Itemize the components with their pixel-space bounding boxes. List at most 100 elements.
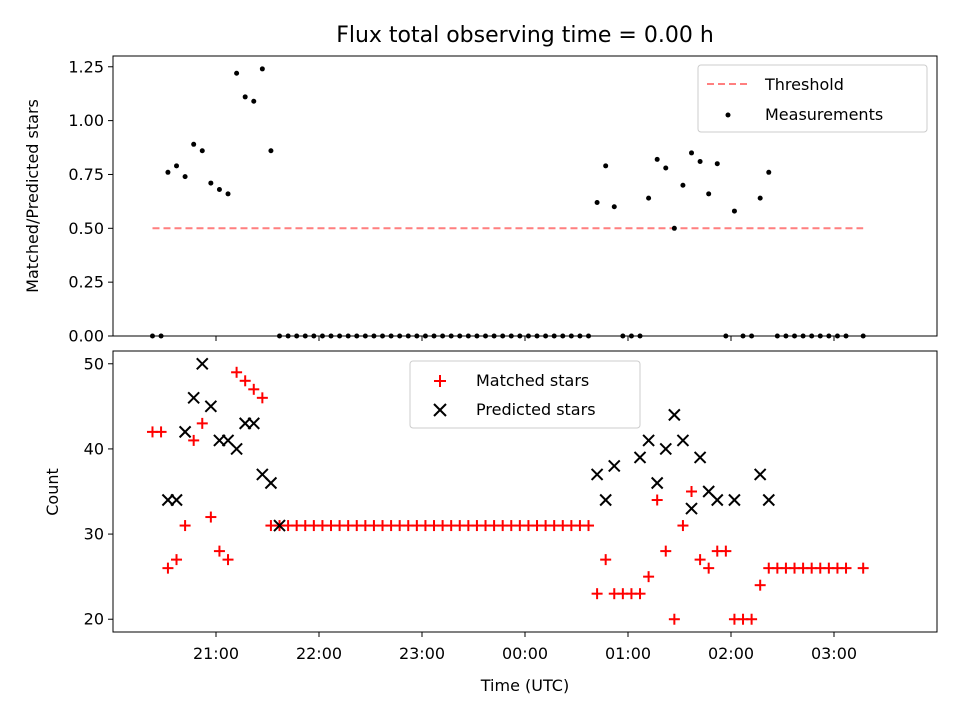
matched-star-marker [720, 545, 732, 557]
matched-star-marker [754, 579, 766, 591]
bottom-y-tick-label: 40 [84, 439, 104, 458]
matched-star-marker [239, 375, 251, 387]
predicted-star-marker [642, 434, 655, 447]
bottom-legend: Matched stars Predicted stars [409, 360, 641, 429]
predicted-star-marker [633, 451, 647, 464]
matched-star-marker [583, 520, 595, 532]
matched-star-marker [703, 562, 715, 574]
top-legend-box [697, 64, 928, 133]
predicted-star-marker [608, 459, 621, 473]
predicted-marker-b [608, 459, 621, 473]
measurement-point [242, 94, 248, 100]
predicted-marker-b [187, 391, 200, 405]
predicted-star-marker [273, 519, 286, 532]
measurement-point [714, 161, 720, 167]
predicted-star-marker [685, 502, 698, 515]
measurement-point [191, 141, 197, 147]
matched-star-marker [171, 554, 183, 566]
predicted-marker-b [642, 434, 655, 447]
predicted-marker-b [599, 493, 612, 507]
measurement-point [174, 163, 180, 169]
predicted-marker-b [273, 519, 286, 532]
top-y-tick-label: 0.50 [68, 219, 104, 238]
bottom-x-tick-label: 00:00 [502, 644, 548, 663]
matched-star-marker [222, 554, 234, 566]
legend-threshold-label: Threshold [764, 75, 844, 94]
matched-star-marker [857, 562, 869, 574]
predicted-marker-b [264, 476, 278, 490]
matched-star-marker [686, 486, 698, 497]
predicted-star-marker [247, 417, 260, 430]
predicted-marker-b [230, 442, 243, 456]
top-y-axis-label: Matched/Predicted stars [23, 99, 42, 293]
bottom-y-tick-label: 50 [84, 354, 104, 373]
predicted-marker-b [178, 425, 192, 439]
predicted-marker-b [762, 493, 775, 507]
predicted-star-marker [204, 400, 218, 413]
matched-star-marker [634, 588, 646, 600]
measurement-point [268, 148, 274, 154]
measurement-point [706, 191, 712, 197]
top-legend: Threshold Measurements [697, 64, 928, 133]
matched-star-marker [155, 426, 167, 438]
measurement-point [259, 66, 265, 72]
matched-star-marker [205, 511, 217, 523]
predicted-star-marker [590, 468, 604, 481]
matched-star-marker [643, 571, 655, 583]
predicted-marker-b [753, 468, 767, 481]
matched-star-marker [591, 588, 603, 600]
top-y-tick-label: 1.00 [68, 111, 104, 130]
predicted-marker-b [676, 434, 690, 447]
predicted-star-marker [264, 476, 278, 490]
bottom-x-tick-label: 22:00 [296, 644, 342, 663]
matched-star-marker [179, 520, 191, 532]
predicted-marker-b [256, 468, 269, 481]
measurement-point [654, 156, 660, 162]
predicted-star-marker [230, 442, 243, 456]
predicted-star-marker [711, 493, 724, 507]
matched-star-marker [256, 392, 268, 404]
predicted-star-marker [668, 408, 681, 422]
measurement-point [165, 169, 171, 175]
measurement-point [646, 195, 652, 201]
matched-star-marker [600, 554, 612, 566]
matched-star-marker [668, 613, 680, 625]
predicted-star-marker [178, 425, 192, 439]
top-y-tick-label: 0.75 [68, 165, 104, 184]
figure-title: Flux total observing time = 0.00 h [336, 23, 714, 48]
predicted-star-marker [170, 493, 183, 507]
measurement-point [594, 199, 600, 205]
predicted-marker-b [196, 357, 209, 370]
measurement-point [199, 148, 205, 154]
predicted-marker-b [702, 485, 715, 498]
predicted-star-marker [753, 468, 767, 481]
predicted-star-marker [728, 493, 741, 507]
predicted-star-marker [659, 442, 672, 456]
measurement-point [766, 169, 772, 175]
matched-star-marker [213, 545, 225, 557]
matched-star-marker [196, 417, 208, 429]
measurement-point [225, 191, 231, 197]
bottom-plot-frame [112, 350, 938, 633]
legend-predicted-swatch [433, 403, 447, 417]
predicted-marker-b [685, 502, 698, 515]
legend-measurements-label: Measurements [765, 105, 883, 124]
top-y-tick-label: 0.00 [68, 327, 104, 346]
predicted-star-marker [762, 493, 775, 507]
measurement-point [208, 180, 214, 186]
bottom-y-tick-label: 30 [84, 525, 104, 544]
measurement-point [234, 70, 240, 76]
predicted-star-marker [187, 391, 200, 405]
bottom-y-tick-label: 20 [84, 610, 104, 629]
measurement-point [182, 174, 188, 180]
bottom-x-axis-label: Time (UTC) [480, 676, 569, 695]
legend-predicted-label: Predicted stars [476, 400, 596, 419]
predicted-marker-b [650, 476, 664, 490]
predicted-star-marker [196, 357, 209, 370]
matched-star-marker [162, 562, 174, 574]
predicted-marker-b [659, 442, 672, 456]
matched-star-marker [746, 613, 758, 625]
bottom-x-tick-label: 23:00 [399, 644, 445, 663]
predicted-marker-b [693, 451, 707, 464]
